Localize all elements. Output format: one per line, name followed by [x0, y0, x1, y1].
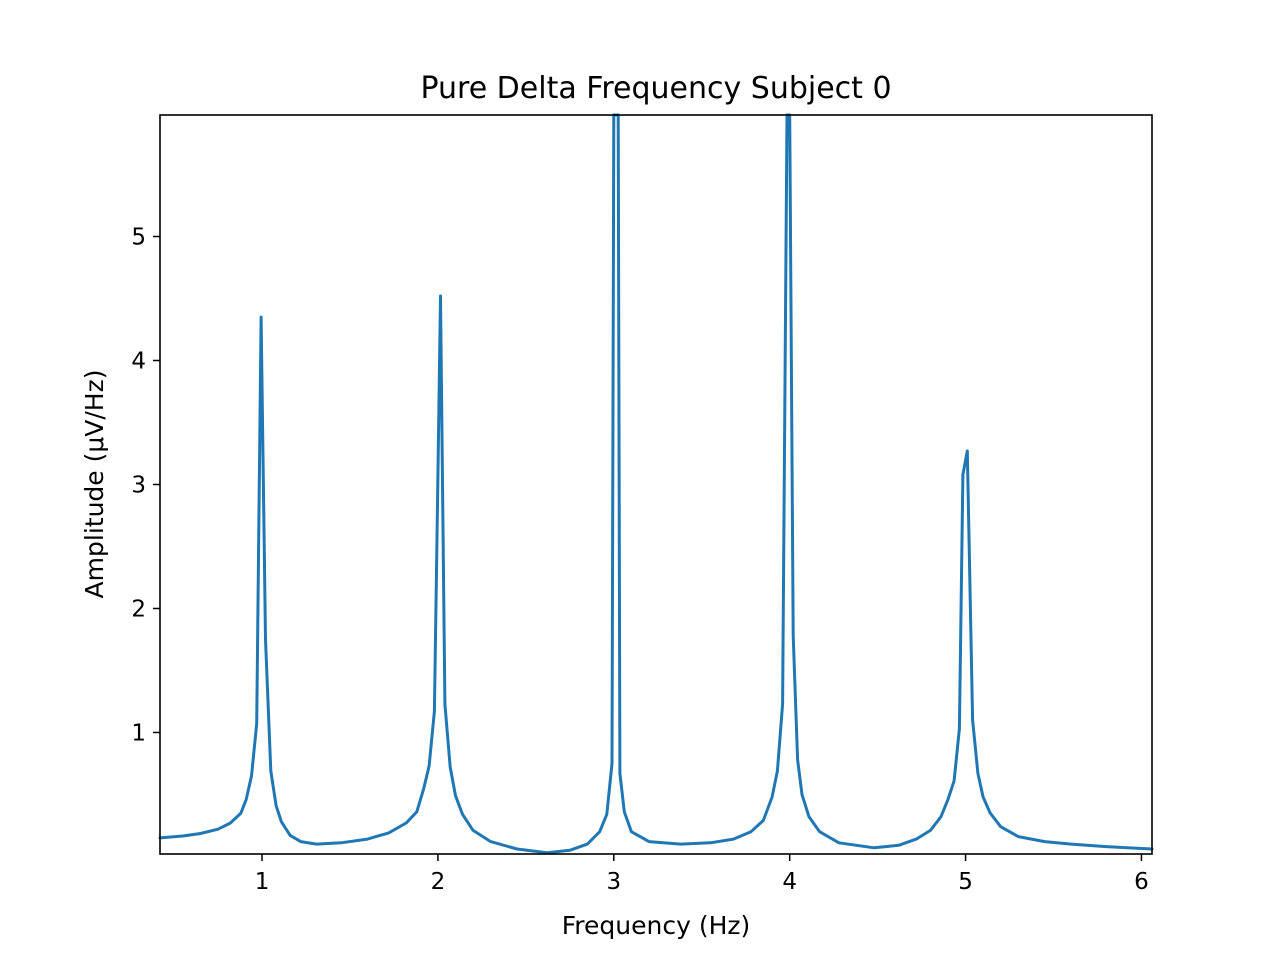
axes-frame — [159, 114, 1153, 855]
y-tick-label: 1 — [131, 720, 146, 746]
x-tick-label: 2 — [431, 869, 446, 895]
x-axis-label: Frequency (Hz) — [562, 911, 751, 940]
y-tick-label: 3 — [131, 473, 146, 499]
y-tick-label: 4 — [131, 349, 146, 375]
chart-title: Pure Delta Frequency Subject 0 — [420, 71, 891, 106]
y-tick-label: 5 — [131, 225, 146, 251]
y-tick-label: 2 — [131, 596, 146, 622]
x-tick-label: 1 — [255, 869, 270, 895]
series-line — [158, 113, 1154, 855]
x-tick-label: 5 — [958, 869, 973, 895]
x-axis: 1 2 3 4 5 6 — [255, 854, 1149, 895]
plot-area — [158, 113, 1154, 855]
x-tick-label: 6 — [1134, 869, 1149, 895]
x-tick-label: 3 — [606, 869, 621, 895]
x-tick-label: 4 — [782, 869, 797, 895]
y-axis-label: Amplitude (μV/Hz) — [80, 370, 109, 599]
y-axis: 1 2 3 4 5 — [131, 225, 160, 746]
